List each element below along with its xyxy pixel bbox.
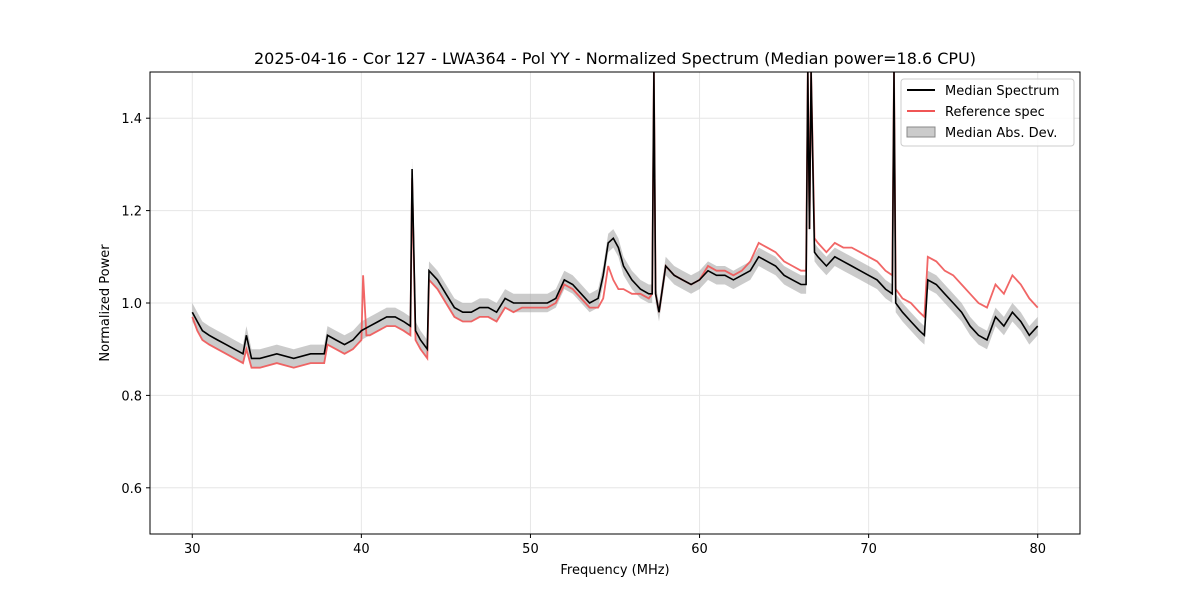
x-tick-label: 60 <box>691 542 708 557</box>
legend: Median Spectrum Reference spec Median Ab… <box>900 78 1075 147</box>
x-tick-label: 50 <box>522 542 539 557</box>
chart-title: 2025-04-16 - Cor 127 - LWA364 - Pol YY -… <box>254 49 976 68</box>
legend-median-label: Median Spectrum <box>945 84 1059 99</box>
legend-box <box>900 78 1075 147</box>
y-tick-label: 1.0 <box>121 297 142 312</box>
x-tick-label: 70 <box>860 542 877 557</box>
y-axis-label: Normalized Power <box>98 244 113 362</box>
y-tick-label: 1.4 <box>121 112 142 127</box>
x-tick-label: 30 <box>184 542 201 557</box>
legend-mad-label: Median Abs. Dev. <box>945 126 1057 141</box>
y-tick-label: 0.8 <box>121 389 142 404</box>
x-axis-label: Frequency (MHz) <box>560 563 669 578</box>
median-line <box>191 72 1039 360</box>
legend-mad-swatch <box>906 126 936 138</box>
legend-reference-label: Reference spec <box>945 105 1045 120</box>
x-axis-ticks: 30 40 50 60 70 80 <box>184 534 1046 557</box>
y-axis-ticks: 0.6 0.8 1.0 1.2 1.4 <box>121 112 150 497</box>
y-tick-label: 0.6 <box>121 482 142 497</box>
plot-area <box>191 72 1039 369</box>
x-tick-label: 80 <box>1029 542 1046 557</box>
y-tick-label: 1.2 <box>121 205 142 220</box>
x-tick-label: 40 <box>353 542 370 557</box>
